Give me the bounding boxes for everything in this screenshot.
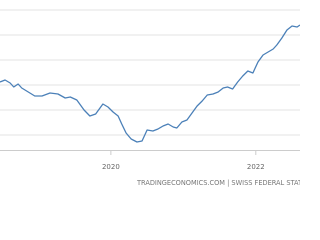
x-tick-label: 2022 <box>247 163 265 171</box>
source: TRADINGECONOMICS.COM | SWISS FEDERAL STA… <box>136 179 300 187</box>
x-tick-label: 2020 <box>102 163 120 171</box>
chart: TRADINGECONOMICS.COM | SWISS FEDERAL STA… <box>0 9 300 187</box>
line <box>0 24 300 143</box>
